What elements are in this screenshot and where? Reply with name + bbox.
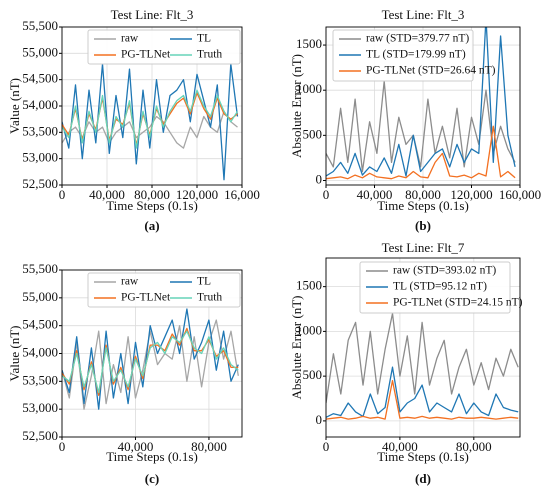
- y-tick-label: 53,000: [22, 150, 58, 165]
- legend-label: TL (STD=179.99 nT): [366, 49, 466, 61]
- x-tick-label: 40,000: [118, 439, 154, 454]
- panel-title: Test Line: Flt_3: [111, 7, 194, 22]
- legend-label: PG-TLNet: [121, 49, 171, 61]
- series-line: [326, 379, 519, 420]
- x-tick-label: 0: [323, 439, 330, 454]
- caption: (a): [144, 218, 159, 233]
- y-tick-label: 1000: [296, 322, 322, 337]
- y-tick-label: 52,500: [22, 176, 58, 191]
- legend-label: TL: [197, 33, 211, 45]
- x-axis-label: Time Steps (0.1s): [106, 449, 198, 464]
- x-axis-label: Time Steps (0.1s): [377, 198, 469, 213]
- axes-frame: [61, 26, 243, 186]
- x-tick-label: 0: [59, 187, 66, 202]
- series-line: [62, 319, 239, 410]
- y-tick-label: 54,500: [22, 71, 58, 86]
- series-line: [326, 125, 516, 180]
- y-tick-label: 54,000: [22, 344, 58, 359]
- series-line: [62, 327, 239, 396]
- y-tick-label: 0: [316, 171, 323, 186]
- x-tick-label: 80,000: [456, 439, 492, 454]
- legend-box: [359, 261, 511, 314]
- y-tick-label: 53,500: [22, 372, 58, 387]
- caption: (b): [415, 218, 431, 233]
- series-line: [62, 330, 239, 394]
- series-line: [62, 308, 239, 410]
- legend-label: PG-TLNet (STD=24.15 nT): [393, 297, 523, 309]
- legend-label: raw: [121, 276, 139, 288]
- x-tick-label: 40,000: [357, 187, 393, 202]
- y-tick-label: 55,500: [22, 18, 58, 33]
- series-line: [62, 110, 238, 149]
- legend-label: TL: [197, 276, 211, 288]
- y-tick-label: 500: [303, 126, 323, 141]
- panel: Test Line: Flt_7 0 500 1000 1500 0 40,000 80,00…: [289, 240, 523, 486]
- y-tick-label: 55,000: [22, 44, 58, 59]
- x-tick-label: 80,000: [405, 187, 441, 202]
- series-line: [326, 366, 519, 418]
- y-axis-label: Absolute Error (nT): [289, 296, 304, 400]
- panel-title: Test Line: Flt_7: [382, 240, 465, 255]
- series-line: [326, 80, 516, 173]
- x-tick-label: 0: [323, 187, 330, 202]
- legend-label: Truth: [197, 292, 222, 304]
- axes-frame: [61, 269, 243, 438]
- legend-label: PG-TLNet: [121, 292, 171, 304]
- y-tick-label: 1500: [296, 278, 322, 293]
- y-tick-label: 55,000: [22, 289, 58, 304]
- legend-box: [87, 29, 241, 65]
- x-tick-label: 0: [59, 439, 66, 454]
- y-axis-label: Absolute Error (nT): [289, 54, 304, 158]
- panel: Test Line: Flt_3 0 500 1000 1500 0 40,000 80,00…: [289, 7, 541, 233]
- panel: 52,500 53,000 53,500 54,000 54,500 55,000 55,5…: [7, 261, 243, 486]
- legend-box: [87, 272, 241, 308]
- x-tick-label: 80,000: [191, 439, 227, 454]
- x-tick-label: 80,000: [134, 187, 170, 202]
- y-axis-label: Value (nT): [7, 78, 22, 134]
- y-tick-label: 55,500: [22, 261, 58, 276]
- x-tick-label: 120,000: [450, 187, 492, 202]
- series-line: [62, 89, 239, 149]
- x-tick-label: 16,000: [224, 187, 260, 202]
- series-line: [326, 27, 516, 177]
- legend-label: TL (STD=95.12 nT): [393, 281, 487, 293]
- x-axis-label: Time Steps (0.1s): [377, 449, 469, 464]
- panel: Test Line: Flt_3 52,500 53,000 53,500 54,000…: [7, 7, 260, 233]
- legend-label: raw (STD=393.02 nT): [393, 265, 496, 277]
- y-tick-label: 53,000: [22, 400, 58, 415]
- y-tick-label: 52,500: [22, 428, 58, 443]
- legend-label: raw: [121, 33, 139, 45]
- axes-frame: [325, 257, 521, 438]
- x-tick-label: 160,000: [499, 187, 541, 202]
- legend-label: PG-TLNet (STD=26.64 nT): [366, 65, 496, 77]
- y-tick-label: 54,500: [22, 317, 58, 332]
- y-tick-label: 1500: [296, 36, 322, 51]
- x-tick-label: 40,000: [89, 187, 125, 202]
- y-tick-label: 500: [303, 367, 323, 382]
- panel-title: Test Line: Flt_3: [382, 7, 465, 22]
- series-line: [62, 63, 239, 181]
- y-tick-label: 54,000: [22, 97, 58, 112]
- legend-box: [332, 29, 474, 82]
- caption: (d): [415, 471, 431, 486]
- axes-frame: [325, 26, 521, 186]
- x-tick-label: 40,000: [382, 439, 418, 454]
- legend-label: raw (STD=379.77 nT): [366, 33, 469, 45]
- legend-label: Truth: [197, 49, 222, 61]
- x-tick-label: 120,000: [176, 187, 218, 202]
- caption: (c): [145, 471, 159, 486]
- x-axis-label: Time Steps (0.1s): [106, 198, 198, 213]
- series-line: [326, 312, 519, 404]
- y-axis-label: Value (nT): [7, 326, 22, 382]
- y-tick-label: 0: [316, 412, 323, 427]
- y-tick-label: 53,500: [22, 123, 58, 138]
- y-tick-label: 1000: [296, 81, 322, 96]
